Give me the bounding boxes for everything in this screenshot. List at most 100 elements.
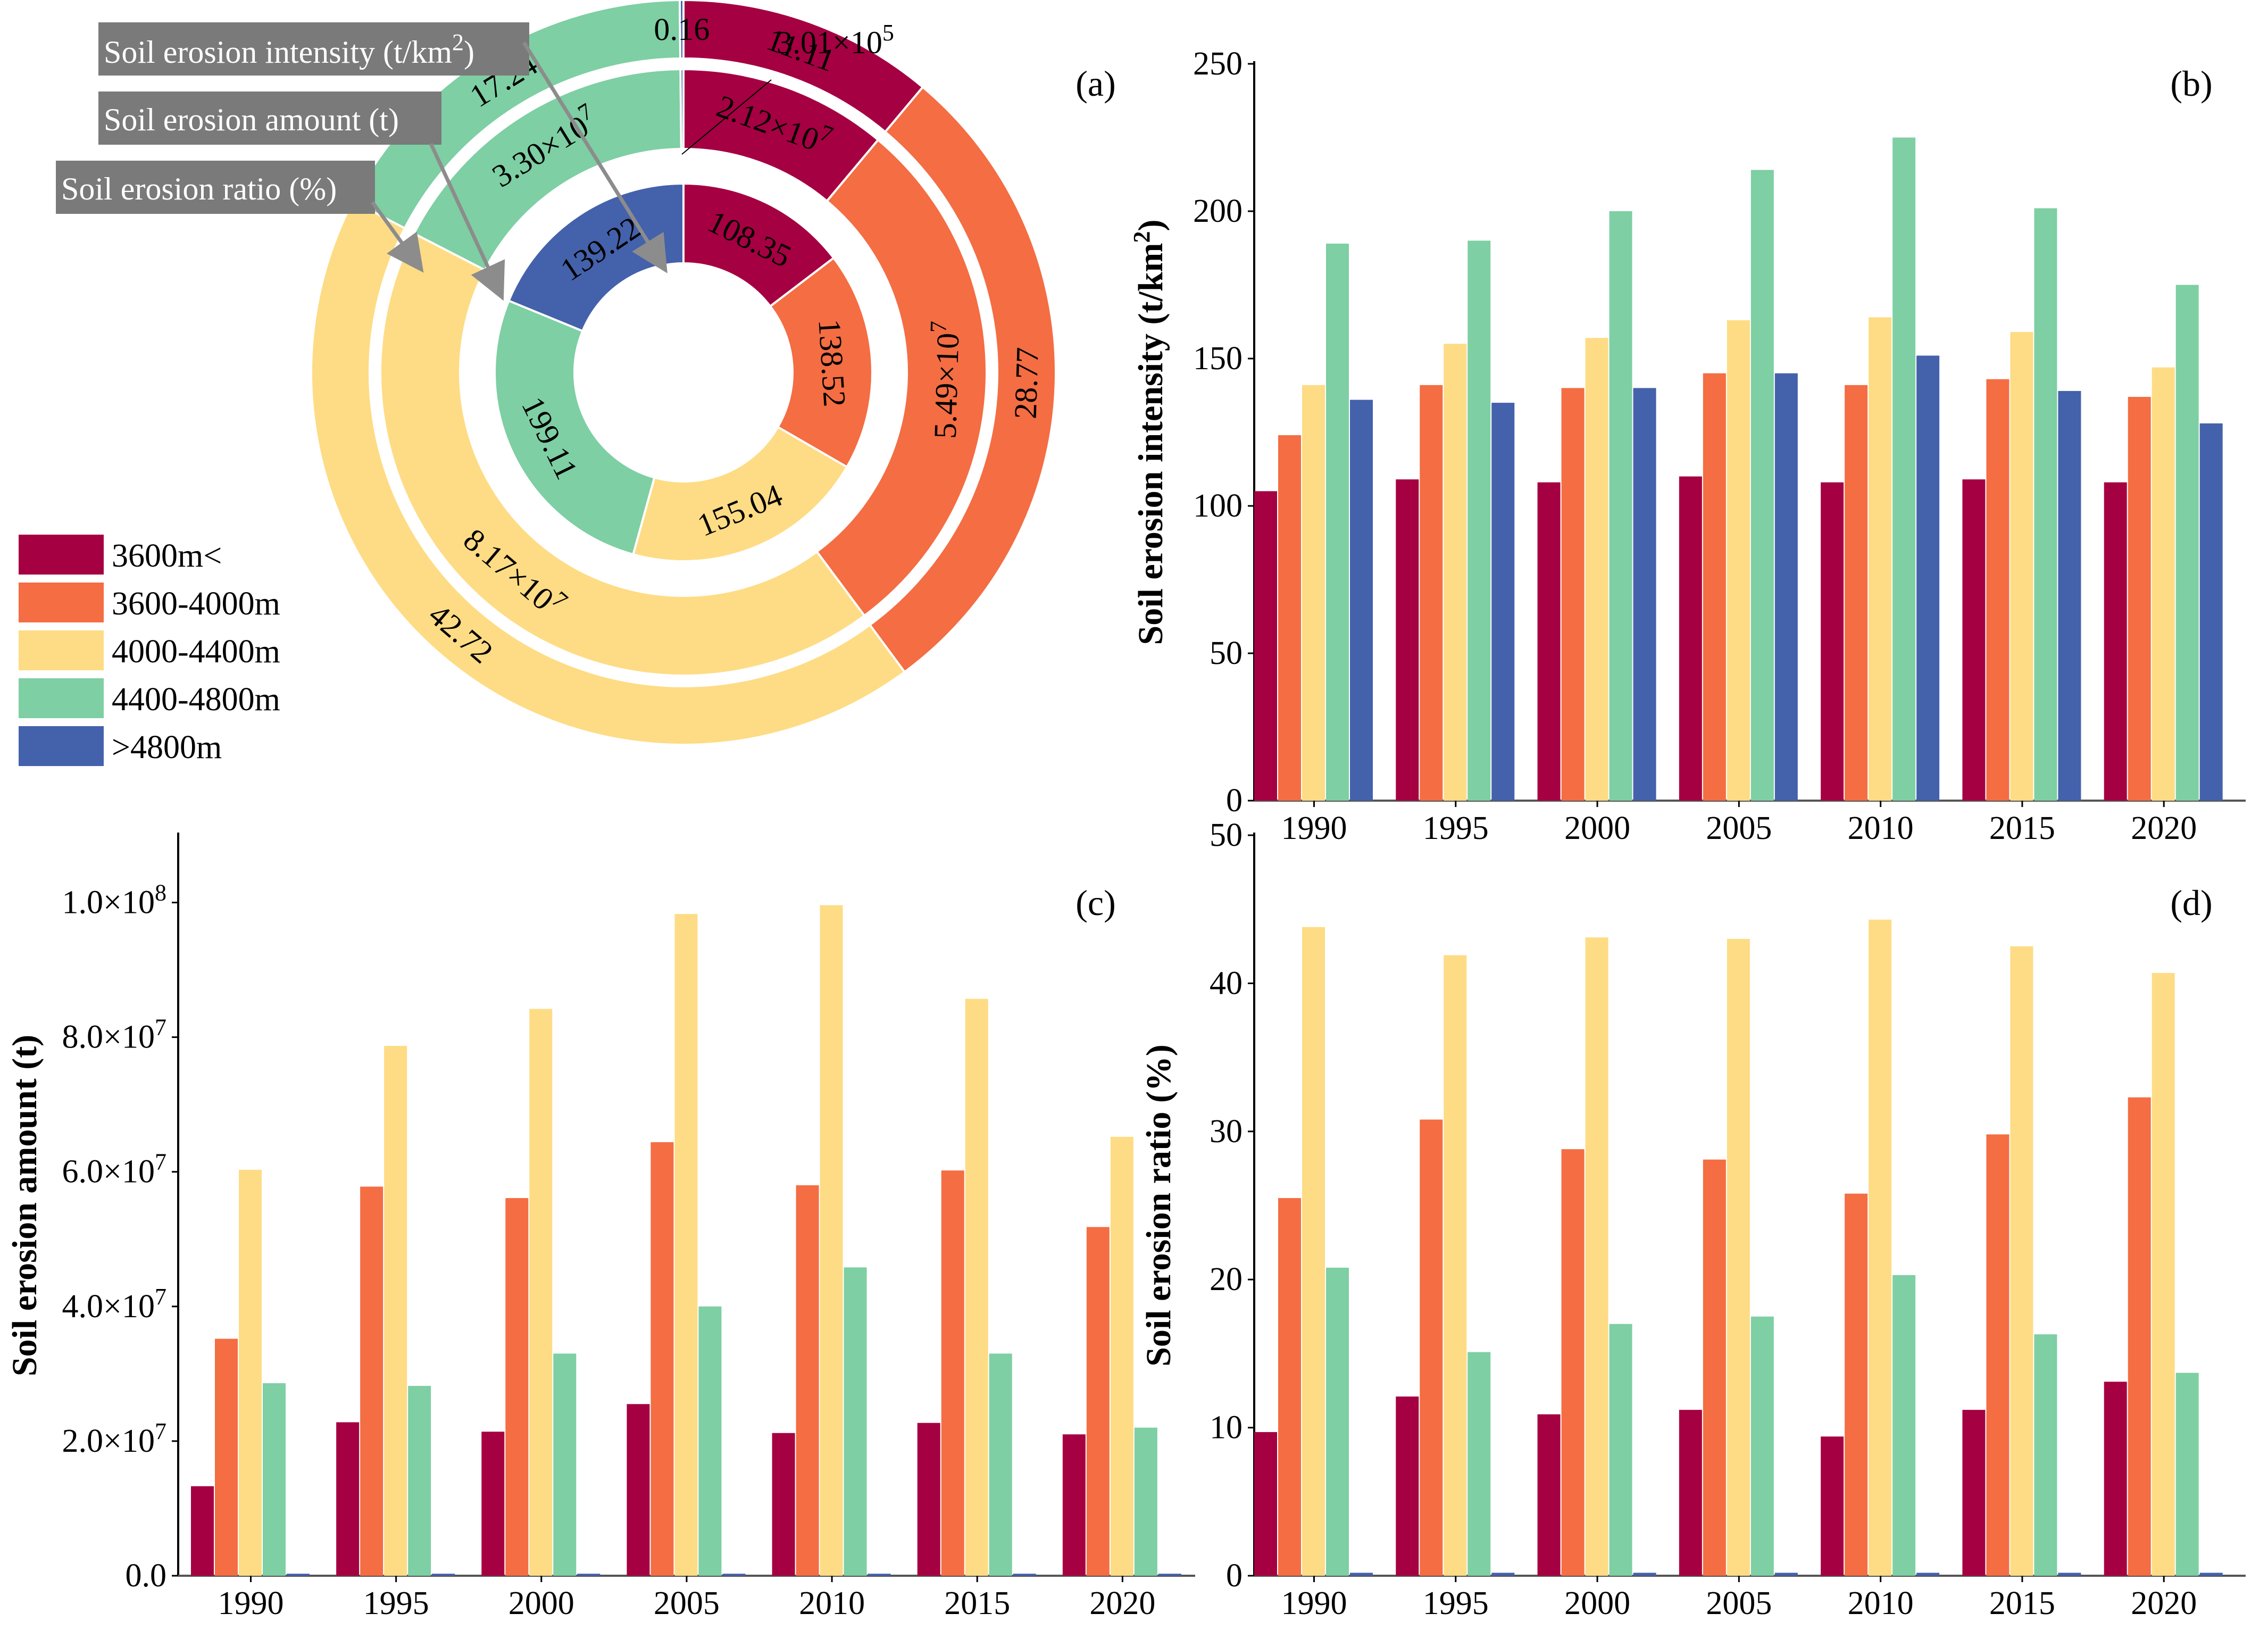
bar-44004800m-1990	[1326, 243, 1349, 801]
ring-outer-segment-4800m	[678, 0, 685, 60]
bar-36004000m-2000	[1561, 388, 1585, 801]
x-tick-label: 1995	[1423, 1585, 1489, 1621]
y-axis-title: Soil erosion intensity (t/km2)	[1129, 220, 1170, 645]
ring-outer-label: 28.77	[1008, 347, 1045, 420]
bar-44004800m-2000	[1609, 211, 1632, 801]
bar-36004000m-2010	[1845, 1193, 1868, 1576]
x-tick-label: 2010	[799, 1585, 865, 1621]
legend-label: >4800m	[112, 729, 222, 766]
bar-3600m-2005	[1679, 476, 1702, 801]
bar-36004000m-1995	[1420, 1119, 1443, 1576]
y-tick-label: 1.0×108	[62, 880, 166, 921]
bar-4800m-2010	[868, 1574, 891, 1576]
y-tick-label: 30	[1210, 1113, 1243, 1150]
bar-36004000m-2000	[1561, 1149, 1585, 1576]
ring-outer-label: 0.16	[654, 12, 710, 47]
bar-40004400m-2020	[2152, 367, 2175, 801]
bar-44004800m-2010	[844, 1267, 867, 1576]
bar-3600m-1990	[1254, 1432, 1277, 1576]
bar-36004000m-2010	[796, 1185, 819, 1576]
y-tick-label: 0	[1226, 783, 1243, 819]
bar-4800m-2000	[1633, 388, 1656, 801]
bar-44004800m-2005	[698, 1306, 722, 1576]
bar-36004000m-1995	[360, 1186, 383, 1576]
y-tick-label: 50	[1210, 635, 1243, 671]
legend-label: 3600m<	[112, 538, 222, 574]
y-tick-label: 8.0×107	[62, 1014, 166, 1055]
bar-40004400m-2005	[674, 914, 698, 1576]
callout-arrow-ratio	[371, 201, 424, 273]
bar-40004400m-1995	[384, 1046, 407, 1576]
legend: 3600m< 3600-4000m 4000-4400m 4400-4800m >480…	[19, 535, 280, 766]
bar-36004000m-2010	[1845, 385, 1868, 801]
panel-label: (c)	[1075, 883, 1115, 923]
panel-b-intensity-bar-chart: 0 50 100 150 200 250 1990 1995 2000 2005 2010 2015 2…	[1129, 46, 2246, 846]
bar-40004400m-2020	[2152, 972, 2175, 1576]
x-tick-label: 2015	[1989, 810, 2055, 846]
bar-44004800m-2010	[1892, 137, 1916, 801]
panel-d-ratio-bar-chart: 0 10 20 30 40 50 1990 1995 2000 2005 2010 2015 2020 S…	[1139, 817, 2246, 1621]
panel-c-amount-bar-chart: 0.0 2.0×107 4.0×107 6.0×107 8.0×107 1.0×108 19…	[5, 833, 1195, 1621]
bar-44004800m-2005	[1750, 170, 1774, 801]
bar-40004400m-1990	[1302, 385, 1325, 801]
bar-3600m-2020	[2104, 1382, 2127, 1576]
bar-3600m-1990	[191, 1486, 214, 1576]
bar-3600m-2000	[1537, 1414, 1561, 1576]
y-tick-label: 2.0×107	[62, 1418, 166, 1459]
ring-middle-segment-4800m	[679, 68, 685, 151]
bar-40004400m-2010	[1869, 317, 1892, 801]
y-tick-label: 0.0	[126, 1558, 167, 1594]
y-tick-label: 250	[1193, 46, 1243, 82]
callout-box-amount	[98, 92, 441, 145]
bar-40004400m-2010	[820, 905, 843, 1576]
ring-inner-label: 138.52	[812, 318, 852, 408]
bar-36004000m-2020	[2128, 397, 2151, 801]
ring-outer-segment-40004400m	[310, 199, 906, 746]
bar-4800m-1990	[1350, 400, 1373, 801]
bar-40004400m-1990	[239, 1169, 262, 1576]
legend-label: 4000-4400m	[112, 634, 280, 670]
ring-inner-segment-36004000m	[769, 256, 873, 469]
bar-4800m-2015	[1013, 1574, 1036, 1576]
x-tick-label: 1995	[1423, 810, 1489, 846]
bar-44004800m-2020	[2175, 1373, 2199, 1576]
x-tick-label: 2015	[1989, 1585, 2055, 1621]
bar-36004000m-2020	[1086, 1227, 1110, 1576]
bar-36004000m-2015	[1986, 379, 2009, 801]
x-tick-label: 2005	[654, 1585, 720, 1621]
bar-4800m-2005	[1774, 1573, 1798, 1576]
bar-4800m-2015	[2058, 1573, 2081, 1576]
bar-3600m-2020	[2104, 482, 2127, 801]
bar-36004000m-1995	[1420, 385, 1443, 801]
bar-44004800m-2015	[2034, 1334, 2057, 1576]
bar-3600m-2005	[627, 1404, 650, 1576]
bar-36004000m-2000	[505, 1198, 529, 1576]
bar-40004400m-2015	[965, 999, 988, 1576]
x-tick-label: 2010	[1848, 810, 1914, 846]
x-tick-label: 2020	[2131, 810, 2197, 846]
bar-3600m-2010	[1821, 482, 1844, 801]
y-tick-label: 0	[1226, 1558, 1243, 1594]
ring-inner-segment-44004800m	[494, 299, 656, 556]
bar-3600m-1990	[1254, 491, 1277, 801]
bar-36004000m-2015	[1986, 1134, 2009, 1576]
bar-3600m-2010	[1821, 1436, 1844, 1576]
callout-amount: Soil erosion amount (t)	[104, 102, 399, 137]
y-axis-title: Soil erosion amount (t)	[5, 1035, 44, 1376]
x-tick-label: 1990	[1281, 810, 1347, 846]
y-tick-label: 6.0×107	[62, 1149, 166, 1190]
bar-4800m-2000	[577, 1574, 601, 1576]
bar-40004400m-1995	[1444, 344, 1467, 801]
x-tick-label: 2020	[2131, 1585, 2197, 1621]
bar-3600m-2020	[1062, 1434, 1086, 1576]
x-tick-label: 2005	[1706, 810, 1772, 846]
bar-3600m-2000	[1537, 482, 1561, 801]
bar-3600m-2015	[917, 1423, 940, 1576]
y-tick-label: 20	[1210, 1261, 1243, 1298]
bar-3600m-2005	[1679, 1410, 1702, 1576]
y-tick-label: 50	[1210, 817, 1243, 853]
panel-label: (d)	[2170, 883, 2212, 923]
callout-intensity: Soil erosion intensity (t/km2)	[104, 29, 474, 70]
y-tick-label: 200	[1193, 193, 1243, 229]
